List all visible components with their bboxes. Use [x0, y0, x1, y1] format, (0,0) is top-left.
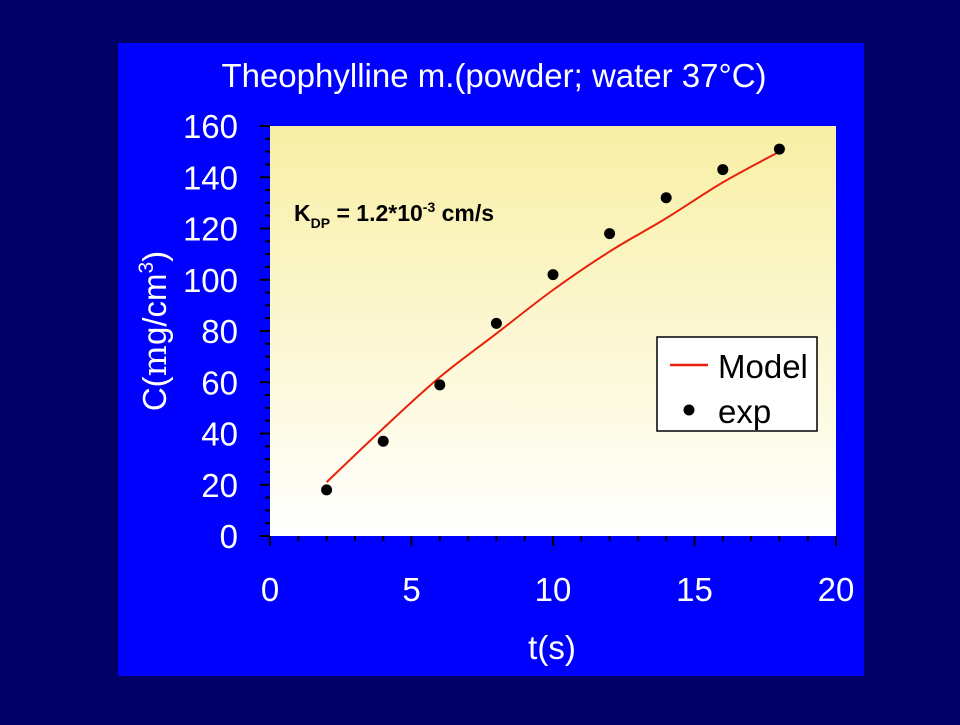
- legend-exp-label: exp: [718, 393, 771, 430]
- plot-area: [270, 126, 836, 536]
- kdp-unit: cm/s: [435, 200, 494, 226]
- legend-exp-swatch: [683, 404, 695, 416]
- exp-data-point: [660, 192, 672, 204]
- exp-data-point: [321, 484, 333, 496]
- y-tick-label: 140: [183, 159, 238, 196]
- model-line: [325, 150, 780, 483]
- y-axis-label: C(mg/cm3): [135, 251, 174, 411]
- x-tick-labels: 0 5 10 15 20: [261, 571, 855, 608]
- y-tick-label: 100: [183, 262, 238, 299]
- y-tick-label: 60: [201, 364, 238, 401]
- y-axis-label-mu: m: [135, 345, 174, 376]
- y-tick-label: 80: [201, 313, 238, 350]
- kdp-mid: = 1.2*10: [330, 200, 423, 226]
- series-layer: [321, 143, 785, 496]
- chart-title: Theophylline m.(powder; water 37°C): [221, 57, 766, 94]
- y-tick-label: 20: [201, 467, 238, 504]
- y-tick-label: 40: [201, 416, 238, 453]
- x-tick-label: 15: [676, 571, 713, 608]
- exp-data-point: [490, 317, 502, 329]
- y-axis-label-unit: g/cm: [136, 274, 173, 346]
- legend-box: [656, 336, 818, 432]
- y-axis-label-suffix: ): [136, 251, 173, 262]
- x-tick-label: 0: [261, 571, 279, 608]
- legend: Model exp: [656, 336, 818, 432]
- exp-data-point: [773, 143, 785, 155]
- y-tick-label: 120: [183, 211, 238, 248]
- kdp-k: K: [294, 200, 311, 226]
- legend-model-label: Model: [718, 348, 808, 385]
- y-axis-label-prefix: C(: [136, 376, 173, 411]
- exp-data-point: [717, 164, 729, 176]
- axis-ticks: [260, 125, 837, 546]
- y-tick-label: 0: [220, 518, 238, 555]
- kdp-annotation: KDP = 1.2*10-3 cm/s: [294, 199, 494, 231]
- y-tick-labels: 0 20 40 60 80 100 120 140 160: [183, 108, 238, 555]
- x-tick-label: 20: [818, 571, 855, 608]
- x-tick-label: 10: [535, 571, 572, 608]
- kdp-sub: DP: [311, 215, 330, 231]
- x-tick-label: 5: [402, 571, 420, 608]
- y-axis-label-sup: 3: [135, 262, 158, 274]
- x-axis-label: t(s): [528, 629, 576, 666]
- exp-data-point: [604, 228, 616, 240]
- exp-data-point: [377, 435, 389, 447]
- exp-data-point: [434, 379, 446, 391]
- kdp-exp: -3: [423, 199, 436, 215]
- exp-data-point: [547, 269, 559, 281]
- y-tick-label: 160: [183, 108, 238, 145]
